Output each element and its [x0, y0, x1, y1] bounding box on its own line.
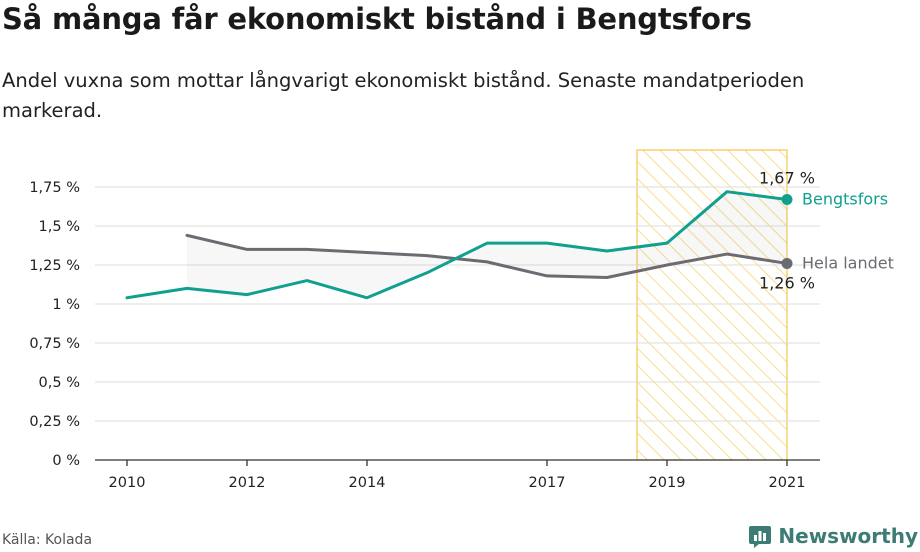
x-tick-label: 2019 [649, 475, 686, 491]
bengtsfors-line [125, 190, 789, 300]
hela-landet-line [185, 233, 789, 279]
highlight-period [636, 149, 788, 461]
y-tick-label: 0,25 % [29, 414, 80, 430]
bengtsfors-point [781, 193, 793, 205]
source-note: Källa: Kolada [2, 532, 93, 548]
newsworthy-logo: Newsworthy [748, 524, 918, 548]
x-tick-label: 2010 [109, 475, 146, 491]
bengtsfors-series-label: Bengtsfors [802, 189, 888, 208]
hela-landet-point [781, 257, 793, 269]
y-tick-label: 1,25 % [29, 258, 80, 274]
chart-title: Så många får ekonomiskt bistånd i Bengts… [2, 2, 752, 36]
y-tick-label: 1,75 % [29, 180, 80, 196]
y-tick-label: 0,5 % [39, 375, 80, 391]
brand-name: Newsworthy [778, 524, 918, 548]
y-tick-label: 1 % [52, 297, 80, 313]
y-tick-label: 0,75 % [29, 336, 80, 352]
y-tick-label: 1,5 % [39, 219, 80, 235]
x-tick-label: 2021 [769, 475, 806, 491]
hela-landet-end-value: 1,26 % [759, 273, 815, 292]
x-tick-label: 2017 [529, 475, 566, 491]
chart-subtitle: Andel vuxna som mottar långvarigt ekonom… [2, 69, 805, 122]
x-tick-label: 2014 [349, 475, 386, 491]
x-tick-label: 2012 [229, 475, 266, 491]
y-tick-label: 0 % [52, 453, 80, 469]
bengtsfors-end-value: 1,67 % [759, 168, 815, 187]
chart-bubble-icon [749, 526, 772, 548]
hela-landet-series-label: Hela landet [802, 253, 894, 272]
